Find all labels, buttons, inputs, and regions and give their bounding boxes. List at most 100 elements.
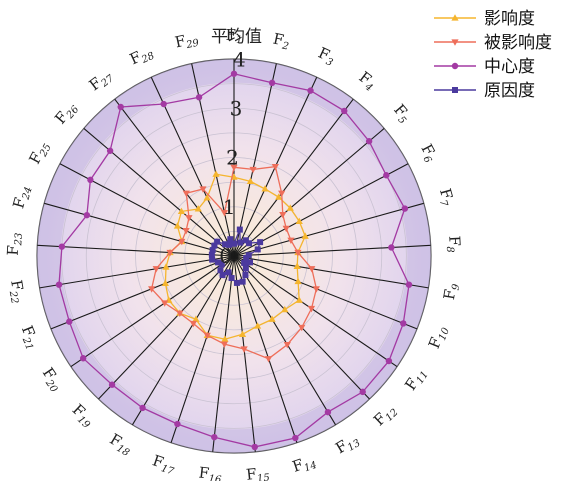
point-F17 — [225, 269, 232, 276]
radar-spokes — [37, 59, 431, 452]
spoke-F27 — [114, 98, 235, 257]
point-F9 — [243, 254, 250, 261]
point-F4 — [275, 193, 283, 200]
category-label-F17: F17 — [150, 451, 179, 477]
point-F22 — [152, 266, 160, 273]
spoke-F8 — [233, 244, 431, 257]
axis-title: 平均值 — [211, 27, 262, 47]
point-F25 — [87, 176, 94, 184]
point-F22 — [55, 281, 63, 288]
point-F10 — [400, 320, 407, 327]
point-F23 — [58, 243, 66, 250]
category-label-F26: F26 — [51, 98, 81, 129]
legend-marker — [451, 62, 459, 70]
point-F17 — [174, 420, 181, 428]
point-F6 — [257, 239, 264, 246]
point-F21 — [148, 286, 156, 293]
point-F18 — [189, 320, 197, 328]
point-F15 — [251, 443, 258, 451]
point-F12 — [359, 388, 366, 396]
point-F3 — [271, 164, 279, 171]
point-F27 — [194, 205, 202, 212]
category-label-F12: F12 — [370, 400, 400, 430]
category-label-F11: F11 — [401, 364, 430, 394]
point-F8 — [294, 249, 302, 257]
point-F14 — [253, 322, 262, 329]
point-F14 — [239, 278, 246, 285]
point-F24 — [83, 211, 91, 219]
point-F13 — [283, 342, 291, 349]
legend-item: 影响度 — [434, 9, 535, 29]
point-F11 — [307, 305, 316, 313]
spoke-F11 — [233, 255, 398, 368]
point-F9 — [293, 262, 301, 269]
category-label-F28: F28 — [127, 42, 156, 69]
category-label-F4: F4 — [355, 68, 380, 94]
legend-item: 中心度 — [434, 57, 535, 77]
point-F24 — [209, 247, 216, 254]
category-label-F23: F23 — [4, 232, 25, 256]
point-F28 — [160, 100, 167, 108]
category-label-F9: F9 — [440, 281, 462, 301]
point-F12 — [298, 324, 306, 332]
point-F4 — [278, 190, 286, 198]
spoke-F9 — [233, 255, 429, 289]
point-F11 — [295, 296, 303, 303]
spoke-F20 — [70, 255, 235, 368]
point-F18 — [139, 404, 146, 412]
category-label-F27: F27 — [86, 66, 117, 96]
category-label-F2: F2 — [271, 30, 292, 53]
category-label-F1: F1 — [226, 26, 243, 46]
spoke-F18 — [131, 255, 235, 426]
point-F21 — [214, 259, 221, 266]
point-F12 — [281, 305, 289, 313]
spoke-F14 — [233, 255, 298, 443]
point-F20 — [161, 300, 169, 307]
legend-label: 影响度 — [484, 9, 535, 29]
point-F4 — [242, 237, 249, 244]
point-F25 — [173, 222, 182, 229]
point-F27 — [117, 103, 124, 111]
point-F3 — [307, 87, 314, 94]
point-F5 — [365, 138, 373, 145]
point-F19 — [108, 381, 116, 388]
point-F3 — [237, 239, 244, 246]
point-F14 — [292, 434, 299, 442]
point-F23 — [166, 249, 174, 257]
tick-label: 4 — [233, 47, 246, 71]
point-F6 — [282, 225, 290, 233]
legend-marker — [451, 14, 459, 21]
point-F15 — [233, 279, 240, 286]
point-F20 — [79, 355, 87, 362]
spoke-F15 — [233, 255, 256, 452]
series-1 — [148, 164, 320, 363]
point-F20 — [218, 261, 225, 268]
spoke-F23 — [37, 244, 235, 257]
point-F28 — [199, 186, 207, 193]
point-F1 — [231, 240, 237, 247]
point-F26 — [185, 215, 193, 222]
point-F29 — [220, 210, 229, 217]
category-label-F21: F21 — [16, 323, 43, 352]
point-F16 — [220, 341, 229, 348]
tick-label: 3 — [230, 97, 243, 121]
point-F11 — [385, 357, 393, 365]
tick-label: 0 — [219, 244, 232, 268]
point-F2 — [236, 226, 243, 233]
point-F24 — [178, 238, 186, 246]
point-F1 — [230, 70, 238, 77]
point-F18 — [219, 271, 226, 278]
legend-item: 被影响度 — [434, 33, 552, 53]
point-F7 — [254, 246, 261, 253]
point-F27 — [182, 190, 190, 198]
category-label-F24: F24 — [9, 183, 34, 211]
point-F7 — [401, 205, 409, 212]
point-F23 — [208, 251, 215, 258]
point-F21 — [66, 318, 73, 325]
point-F14 — [264, 356, 273, 363]
spoke-F16 — [212, 255, 235, 452]
category-label-F22: F22 — [6, 279, 29, 305]
spoke-F5 — [233, 128, 385, 257]
category-label-F15: F15 — [245, 464, 270, 481]
radar-series — [55, 70, 413, 451]
